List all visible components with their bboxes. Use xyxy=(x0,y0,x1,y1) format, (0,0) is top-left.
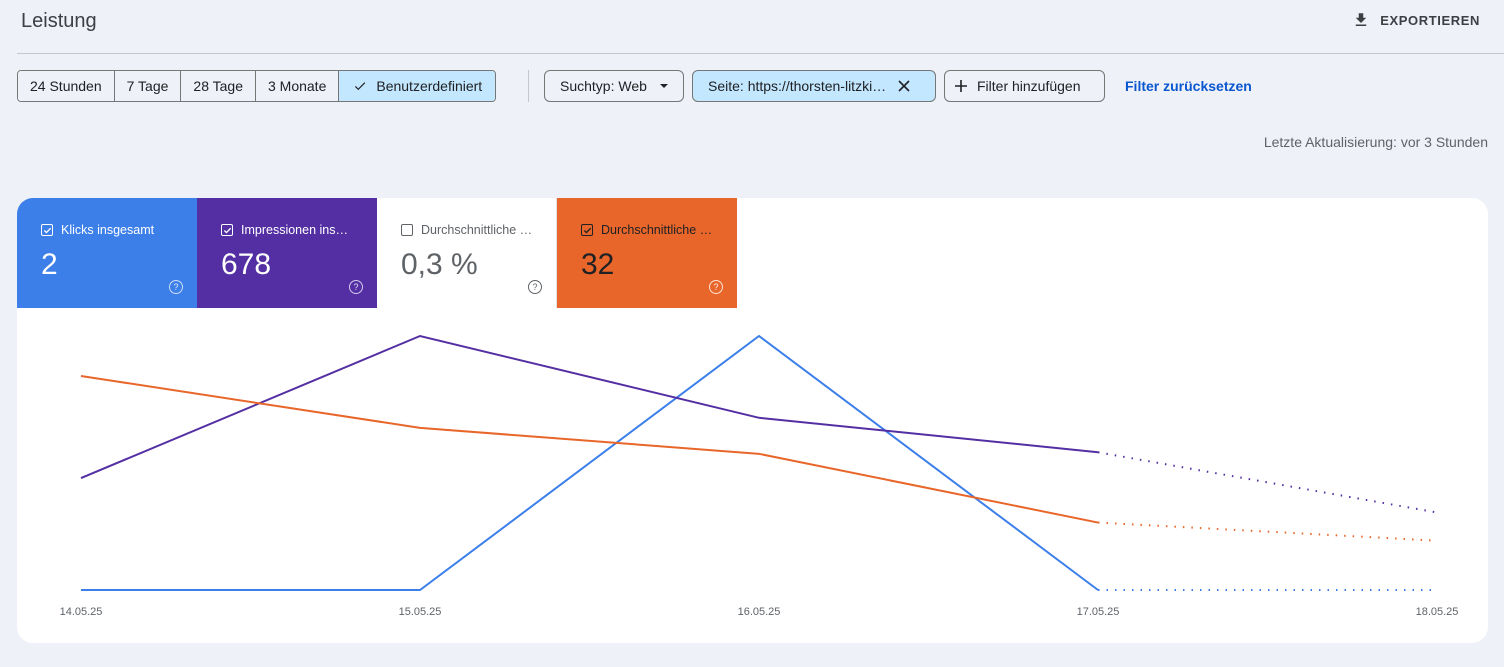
range-3-months-button[interactable]: 3 Monate xyxy=(255,71,340,101)
metric-label: Durchschnittliche … xyxy=(601,223,713,237)
search-type-label: Suchtyp: Web xyxy=(560,78,647,94)
add-filter-label: Filter hinzufügen xyxy=(977,78,1081,94)
last-update-text: Letzte Aktualisierung: vor 3 Stunden xyxy=(1263,134,1488,150)
checkbox-unchecked-icon[interactable] xyxy=(401,224,413,236)
metric-label: Impressionen ins… xyxy=(241,223,348,237)
add-filter-button[interactable]: Filter hinzufügen xyxy=(944,70,1105,102)
x-tick-label: 18.05.25 xyxy=(1416,606,1459,618)
page-filter-label: Seite: https://thorsten-litzki… xyxy=(708,78,887,94)
metric-average-ctr[interactable]: Durchschnittliche … 0,3 % ? xyxy=(377,198,557,308)
metric-value: 32 xyxy=(581,248,615,281)
metric-value: 678 xyxy=(221,248,272,281)
checkbox-checked-icon[interactable] xyxy=(581,224,593,236)
metric-total-clicks[interactable]: Klicks insgesamt 2 ? xyxy=(17,198,197,308)
metric-average-position[interactable]: Durchschnittliche … 32 ? xyxy=(557,198,737,308)
series-line-0 xyxy=(81,334,1099,591)
checkbox-checked-icon[interactable] xyxy=(41,224,53,236)
reset-filters-link[interactable]: Filter zurücksetzen xyxy=(1125,78,1252,94)
checkbox-checked-icon[interactable] xyxy=(221,224,233,236)
export-button[interactable]: EXPORTIEREN xyxy=(1352,11,1480,29)
range-24-hours-button[interactable]: 24 Stunden xyxy=(18,71,115,101)
check-icon xyxy=(355,82,366,91)
close-icon[interactable] xyxy=(898,80,910,92)
metric-label: Klicks insgesamt xyxy=(61,223,155,237)
series-projection-1 xyxy=(1097,451,1438,514)
series-line-2 xyxy=(80,375,1099,524)
filter-divider xyxy=(528,70,529,102)
help-icon[interactable]: ? xyxy=(169,280,183,294)
date-range-selector: 24 Stunden 7 Tage 28 Tage 3 Monate Benut… xyxy=(17,70,497,102)
help-icon[interactable]: ? xyxy=(709,280,723,294)
metric-value: 0,3 % xyxy=(401,248,478,281)
metric-total-impressions[interactable]: Impressionen ins… 678 ? xyxy=(197,198,377,308)
caret-down-icon xyxy=(659,84,668,88)
download-icon xyxy=(1355,13,1367,26)
performance-card: 14.05.25 15.05.25 16.05.25 17.05.25 18.05.25… xyxy=(17,198,1488,643)
page-title: Leistung xyxy=(21,10,97,32)
help-icon[interactable]: ? xyxy=(528,280,542,294)
range-28-days-button[interactable]: 28 Tage xyxy=(181,71,256,101)
search-type-dropdown[interactable]: Suchtyp: Web xyxy=(544,70,684,102)
series-projection-2 xyxy=(1097,521,1438,542)
metric-label: Durchschnittliche … xyxy=(421,223,533,237)
header-divider xyxy=(17,53,1504,54)
page-filter-chip[interactable]: Seite: https://thorsten-litzki… xyxy=(692,70,936,102)
export-label: EXPORTIEREN xyxy=(1380,12,1480,28)
x-tick-label: 14.05.25 xyxy=(60,606,103,618)
plus-icon xyxy=(955,80,967,92)
range-custom-button[interactable]: Benutzerdefiniert xyxy=(339,71,496,101)
help-icon[interactable]: ? xyxy=(349,280,363,294)
page-header: Leistung EXPORTIEREN xyxy=(0,0,1504,44)
x-tick-label: 15.05.25 xyxy=(399,606,442,618)
x-tick-label: 17.05.25 xyxy=(1077,606,1120,618)
performance-chart: 14.05.25 15.05.25 16.05.25 17.05.25 18.05.25 xyxy=(60,334,1459,618)
series-line-1 xyxy=(80,334,1099,479)
x-tick-label: 16.05.25 xyxy=(738,606,781,618)
range-7-days-button[interactable]: 7 Tage xyxy=(114,71,182,101)
metric-value: 2 xyxy=(41,248,58,281)
